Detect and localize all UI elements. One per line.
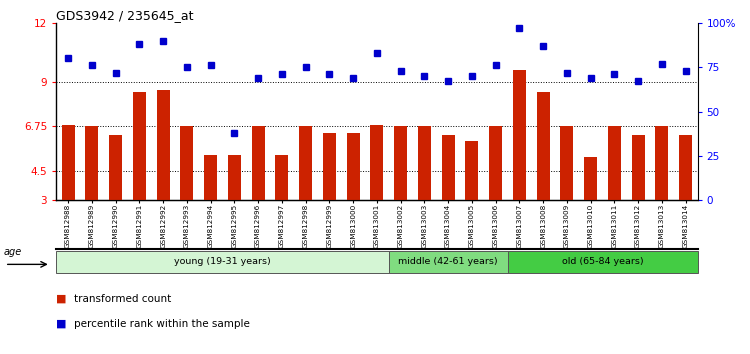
Bar xyxy=(275,155,289,200)
Bar xyxy=(157,90,170,200)
Text: transformed count: transformed count xyxy=(74,294,171,304)
Bar xyxy=(632,135,645,200)
Text: GDS3942 / 235645_at: GDS3942 / 235645_at xyxy=(56,9,194,22)
Bar xyxy=(536,92,550,200)
Bar xyxy=(489,126,502,200)
Bar xyxy=(465,141,478,200)
Bar xyxy=(133,92,146,200)
Bar xyxy=(584,157,597,200)
Bar xyxy=(204,155,218,200)
Text: ■: ■ xyxy=(56,294,67,304)
Bar xyxy=(180,126,194,200)
Bar xyxy=(442,135,454,200)
Text: percentile rank within the sample: percentile rank within the sample xyxy=(74,319,249,329)
Text: middle (42-61 years): middle (42-61 years) xyxy=(398,257,498,266)
Bar xyxy=(656,126,668,200)
Text: age: age xyxy=(4,247,22,257)
Bar xyxy=(62,125,75,200)
Bar xyxy=(228,155,241,200)
Text: young (19-31 years): young (19-31 years) xyxy=(174,257,271,266)
Bar xyxy=(608,126,621,200)
Bar xyxy=(679,135,692,200)
Bar xyxy=(86,126,98,200)
Bar xyxy=(513,70,526,200)
Bar xyxy=(109,135,122,200)
Text: old (65-84 years): old (65-84 years) xyxy=(562,257,644,266)
Bar xyxy=(346,133,360,200)
Bar xyxy=(394,126,407,200)
Bar xyxy=(299,126,312,200)
Bar xyxy=(560,126,574,200)
Bar xyxy=(370,125,383,200)
Bar xyxy=(251,126,265,200)
Bar xyxy=(322,133,336,200)
Bar xyxy=(418,126,431,200)
Text: ■: ■ xyxy=(56,319,67,329)
